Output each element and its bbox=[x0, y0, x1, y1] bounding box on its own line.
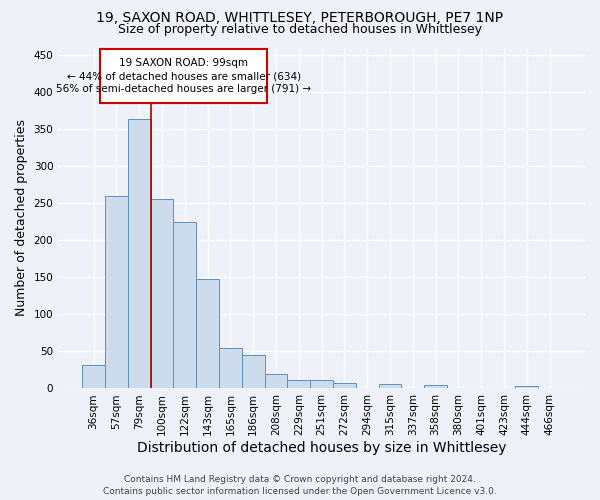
Bar bbox=[265, 374, 287, 388]
Bar bbox=[515, 386, 538, 388]
Bar bbox=[287, 380, 310, 388]
Bar bbox=[105, 196, 128, 388]
Bar bbox=[82, 364, 105, 388]
Text: 56% of semi-detached houses are larger (791) →: 56% of semi-detached houses are larger (… bbox=[56, 84, 311, 94]
Bar bbox=[333, 384, 356, 388]
Bar bbox=[379, 384, 401, 388]
Text: 19, SAXON ROAD, WHITTLESEY, PETERBOROUGH, PE7 1NP: 19, SAXON ROAD, WHITTLESEY, PETERBOROUGH… bbox=[97, 11, 503, 25]
Bar bbox=[173, 222, 196, 388]
Bar bbox=[424, 386, 447, 388]
Text: Size of property relative to detached houses in Whittlesey: Size of property relative to detached ho… bbox=[118, 22, 482, 36]
FancyBboxPatch shape bbox=[100, 49, 267, 103]
Bar bbox=[128, 120, 151, 388]
Bar bbox=[242, 355, 265, 388]
X-axis label: Distribution of detached houses by size in Whittlesey: Distribution of detached houses by size … bbox=[137, 441, 506, 455]
Bar bbox=[151, 198, 173, 388]
Text: ← 44% of detached houses are smaller (634): ← 44% of detached houses are smaller (63… bbox=[67, 71, 301, 81]
Text: 19 SAXON ROAD: 99sqm: 19 SAXON ROAD: 99sqm bbox=[119, 58, 248, 68]
Bar bbox=[196, 279, 219, 388]
Bar bbox=[310, 380, 333, 388]
Bar bbox=[219, 348, 242, 389]
Y-axis label: Number of detached properties: Number of detached properties bbox=[15, 120, 28, 316]
Text: Contains HM Land Registry data © Crown copyright and database right 2024.
Contai: Contains HM Land Registry data © Crown c… bbox=[103, 474, 497, 496]
